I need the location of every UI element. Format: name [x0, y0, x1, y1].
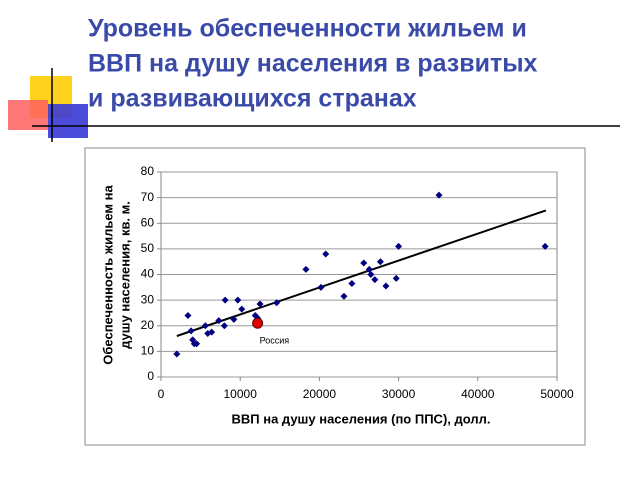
- y-tick-label: 60: [141, 215, 155, 229]
- y-tick-label: 70: [141, 190, 155, 204]
- y-tick-label: 20: [141, 318, 155, 332]
- point: [173, 350, 181, 358]
- y-tick-label: 10: [141, 344, 155, 358]
- x-tick-label: 50000: [540, 387, 574, 401]
- point: [221, 296, 229, 304]
- point: [541, 242, 549, 250]
- point: [215, 317, 223, 325]
- deco-red: [8, 100, 48, 130]
- point: [392, 274, 400, 282]
- point: [238, 305, 246, 313]
- y-tick-label: 80: [141, 164, 155, 178]
- point: [376, 258, 384, 266]
- point: [371, 276, 379, 284]
- point: [340, 292, 348, 300]
- x-tick-label: 40000: [461, 387, 495, 401]
- x-tick-label: 30000: [382, 387, 416, 401]
- point: [322, 250, 330, 258]
- point: [208, 328, 216, 336]
- point-label: Россия: [260, 336, 290, 346]
- point: [382, 282, 390, 290]
- x-axis-label: ВВП на душу населения (по ППС), долл.: [231, 411, 490, 426]
- y-tick-label: 40: [141, 267, 155, 281]
- y-tick-label: 50: [141, 241, 155, 255]
- point: [365, 265, 373, 273]
- point: [360, 259, 368, 267]
- y-tick-label: 30: [141, 292, 155, 306]
- point: [367, 271, 375, 278]
- y-axis-label: душу населения, кв. м.: [117, 201, 132, 349]
- x-tick-label: 10000: [224, 387, 258, 401]
- point: [273, 299, 281, 307]
- point: [234, 296, 242, 304]
- point: [187, 327, 195, 335]
- y-tick-label: 0: [147, 369, 154, 383]
- point: [230, 315, 238, 323]
- point: [193, 340, 201, 348]
- point: [252, 317, 264, 329]
- title-line: Уровень обеспеченности жильем и: [88, 15, 527, 43]
- x-tick-label: 20000: [303, 387, 337, 401]
- x-tick-label: 0: [158, 387, 165, 401]
- point: [184, 312, 192, 319]
- title-line: и развивающихся странах: [88, 85, 417, 113]
- deco-blue: [48, 104, 88, 138]
- point: [395, 242, 403, 250]
- point: [317, 283, 325, 291]
- trendline: [176, 209, 547, 337]
- point: [302, 265, 310, 273]
- point: [220, 322, 228, 330]
- point: [435, 191, 443, 199]
- point: [201, 322, 209, 330]
- point: [348, 279, 356, 287]
- point: [256, 300, 264, 308]
- y-axis-label: Обеспеченность жильем на: [100, 184, 115, 364]
- title-line: ВВП на душу населения в развитых: [88, 50, 538, 78]
